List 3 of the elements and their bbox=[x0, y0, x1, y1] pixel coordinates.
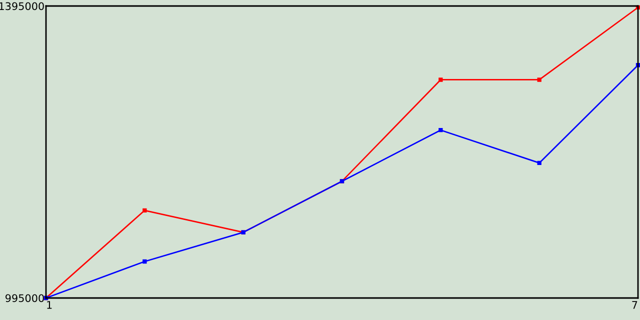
y-tick-label: 995000 bbox=[6, 294, 44, 302]
x-tick-label: 1 bbox=[47, 301, 52, 309]
x-tick-label: 7 bbox=[632, 301, 638, 309]
